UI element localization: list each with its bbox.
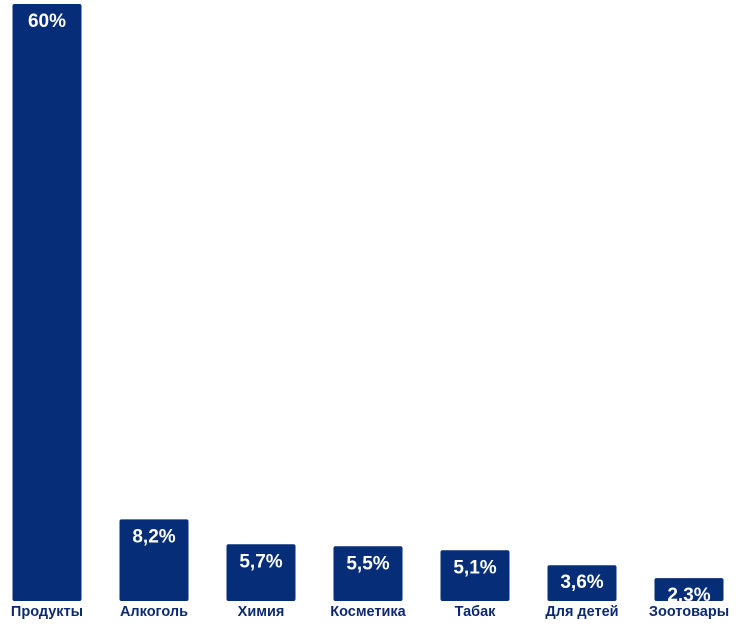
bar-value-label-1: 60% [28,11,66,32]
bar-value-label-5: 5,1% [453,557,496,578]
bar-4 [333,546,403,601]
category-labels-group: Продукты Алкоголь Химия Косметика Табак Для д… [11,604,729,620]
bar-3 [226,544,296,601]
value-labels-group: 60% 8,2% 5,7% 5,5% 5,1% 3,6% 2,3% [28,11,711,606]
bar-value-label-4: 5,5% [346,553,389,574]
category-label-1: Продукты [11,604,83,620]
category-label-5: Табак [455,604,497,620]
bar-value-label-2: 8,2% [132,526,175,547]
bar-1 [12,4,82,601]
category-label-7: Зоотовары [649,604,729,620]
category-label-6: Для детей [545,604,618,620]
bar-value-label-6: 3,6% [560,572,603,593]
bar-7 [654,578,724,601]
bar-value-label-7: 2,3% [667,585,710,606]
bar-2 [119,519,189,601]
category-label-2: Алкоголь [120,604,188,620]
bar-5 [440,550,510,601]
category-label-4: Косметика [330,604,406,620]
bar-6 [547,565,617,601]
bars-group [12,4,724,601]
bar-value-label-3: 5,7% [239,551,282,572]
category-label-3: Химия [238,604,285,620]
